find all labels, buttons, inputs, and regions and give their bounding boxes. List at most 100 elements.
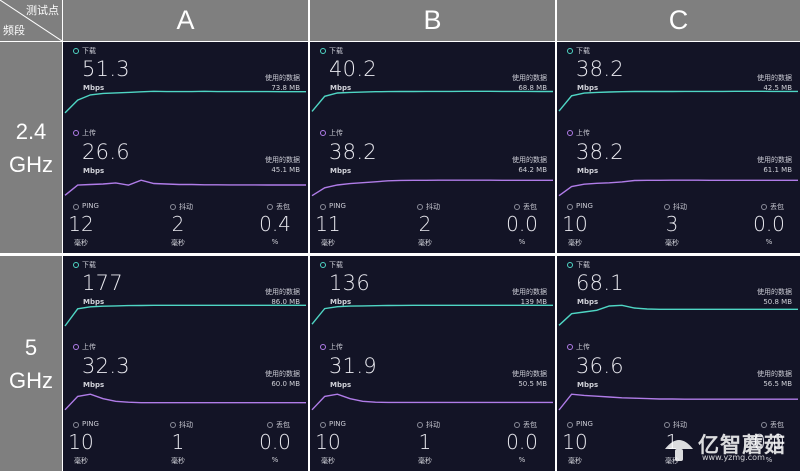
download-unit: Mbps bbox=[577, 84, 599, 92]
upload-used-value: 64.2 MB bbox=[518, 166, 547, 174]
download-icon bbox=[73, 262, 79, 268]
upload-unit: Mbps bbox=[577, 167, 599, 175]
download-label: 下载 bbox=[82, 47, 96, 55]
jitter-label: 抖动 bbox=[673, 203, 687, 211]
packet-loss-label: 丢包 bbox=[770, 421, 784, 429]
ping-icon bbox=[73, 422, 79, 428]
ping-value: 12 bbox=[68, 212, 94, 236]
download-unit: Mbps bbox=[577, 298, 599, 306]
upload-label: 上传 bbox=[329, 343, 343, 351]
upload-used-value: 61.1 MB bbox=[763, 166, 792, 174]
speedtest-panel: 下载 38.2 Mbps 使用的数据 42.5 MB 上传 38.2 Mbps 使用的数据 61.… bbox=[557, 42, 800, 253]
upload-used-label: 使用的数据 bbox=[757, 370, 792, 378]
upload-used-value: 50.5 MB bbox=[518, 380, 547, 388]
jitter-unit: 毫秒 bbox=[665, 239, 679, 247]
upload-curve bbox=[558, 393, 798, 411]
upload-graph bbox=[311, 179, 553, 197]
packet-loss-icon bbox=[514, 422, 520, 428]
upload-unit: Mbps bbox=[330, 167, 352, 175]
ping-icon bbox=[567, 204, 573, 210]
jitter-unit: 毫秒 bbox=[171, 239, 185, 247]
packet-loss-unit: % bbox=[271, 456, 279, 464]
download-graph bbox=[64, 304, 306, 327]
download-speed: 68.1 bbox=[576, 271, 624, 295]
upload-curve bbox=[558, 179, 798, 197]
upload-used-label: 使用的数据 bbox=[265, 370, 300, 378]
upload-used-label: 使用的数据 bbox=[512, 370, 547, 378]
column-header-b: B bbox=[310, 0, 555, 41]
upload-used-value: 60.0 MB bbox=[271, 380, 300, 388]
download-icon bbox=[567, 48, 573, 54]
upload-icon bbox=[567, 344, 573, 350]
download-curve bbox=[311, 304, 553, 325]
ping-label: PING bbox=[329, 420, 346, 428]
upload-curve bbox=[64, 179, 306, 196]
ping-value: 10 bbox=[68, 430, 94, 454]
ping-value: 10 bbox=[562, 212, 588, 236]
upload-icon bbox=[567, 130, 573, 136]
download-icon bbox=[320, 262, 326, 268]
ping-value: 10 bbox=[315, 430, 341, 454]
jitter-unit: 毫秒 bbox=[665, 457, 679, 465]
packet-loss-icon bbox=[514, 204, 520, 210]
upload-speed: 31.9 bbox=[329, 354, 377, 378]
packet-loss-label: 丢包 bbox=[523, 203, 537, 211]
download-speed: 38.2 bbox=[576, 57, 624, 81]
download-graph bbox=[311, 304, 553, 325]
upload-graph bbox=[558, 393, 798, 411]
upload-label: 上传 bbox=[82, 129, 96, 137]
download-used-value: 86.0 MB bbox=[271, 298, 300, 306]
download-icon bbox=[320, 48, 326, 54]
download-used-label: 使用的数据 bbox=[265, 74, 300, 82]
ping-unit: 毫秒 bbox=[74, 239, 88, 247]
watermark-brand: 亿智蘑菇 bbox=[698, 433, 786, 457]
speedtest-panel: 下载 68.1 Mbps 使用的数据 50.8 MB 上传 36.6 Mbps 使用的数据 56.… bbox=[557, 256, 800, 471]
ping-icon bbox=[567, 422, 573, 428]
jitter-label: 抖动 bbox=[673, 421, 687, 429]
jitter-icon bbox=[417, 204, 423, 210]
watermark-url: www.yzmg.com bbox=[702, 453, 765, 462]
download-label: 下载 bbox=[82, 261, 96, 269]
jitter-value: 2 bbox=[171, 212, 185, 236]
column-header-c: C bbox=[557, 0, 800, 41]
packet-loss-label: 丢包 bbox=[770, 203, 784, 211]
row-label-line1: 5 bbox=[24, 334, 38, 360]
jitter-icon bbox=[170, 204, 176, 210]
ping-icon bbox=[320, 422, 326, 428]
download-label: 下载 bbox=[329, 47, 343, 55]
jitter-label: 抖动 bbox=[179, 203, 193, 211]
packet-loss-unit: % bbox=[518, 238, 526, 246]
download-used-value: 68.8 MB bbox=[518, 84, 547, 92]
packet-loss-value: 0.0 bbox=[753, 430, 785, 454]
download-unit: Mbps bbox=[330, 84, 352, 92]
download-graph bbox=[64, 90, 306, 114]
upload-label: 上传 bbox=[576, 343, 590, 351]
packet-loss-value: 0.0 bbox=[753, 212, 785, 236]
download-used-label: 使用的数据 bbox=[265, 288, 300, 296]
upload-icon bbox=[73, 344, 79, 350]
ping-unit: 毫秒 bbox=[568, 239, 582, 247]
ping-icon bbox=[73, 204, 79, 210]
jitter-icon bbox=[170, 422, 176, 428]
download-speed: 51.3 bbox=[82, 57, 130, 81]
upload-graph bbox=[558, 179, 798, 197]
packet-loss-icon bbox=[761, 204, 767, 210]
jitter-icon bbox=[664, 204, 670, 210]
upload-speed: 38.2 bbox=[576, 140, 624, 164]
speedtest-panel: 下载 177 Mbps 使用的数据 86.0 MB 上传 32.3 Mbps 使用的数据 60.0… bbox=[63, 256, 308, 471]
packet-loss-value: 0.0 bbox=[506, 430, 538, 454]
packet-loss-unit: % bbox=[765, 238, 773, 246]
packet-loss-unit: % bbox=[765, 456, 773, 464]
upload-speed: 32.3 bbox=[82, 354, 130, 378]
download-label: 下载 bbox=[329, 261, 343, 269]
jitter-label: 抖动 bbox=[426, 203, 440, 211]
jitter-unit: 毫秒 bbox=[171, 457, 185, 465]
download-curve bbox=[64, 304, 306, 327]
speedtest-panel: 下载 51.3 Mbps 使用的数据 73.8 MB 上传 26.6 Mbps 使用的数据 45.… bbox=[63, 42, 308, 253]
ping-unit: 毫秒 bbox=[74, 457, 88, 465]
download-label: 下载 bbox=[576, 261, 590, 269]
download-graph bbox=[558, 304, 798, 326]
upload-used-label: 使用的数据 bbox=[265, 156, 300, 164]
packet-loss-unit: % bbox=[518, 456, 526, 464]
packet-loss-label: 丢包 bbox=[276, 203, 290, 211]
